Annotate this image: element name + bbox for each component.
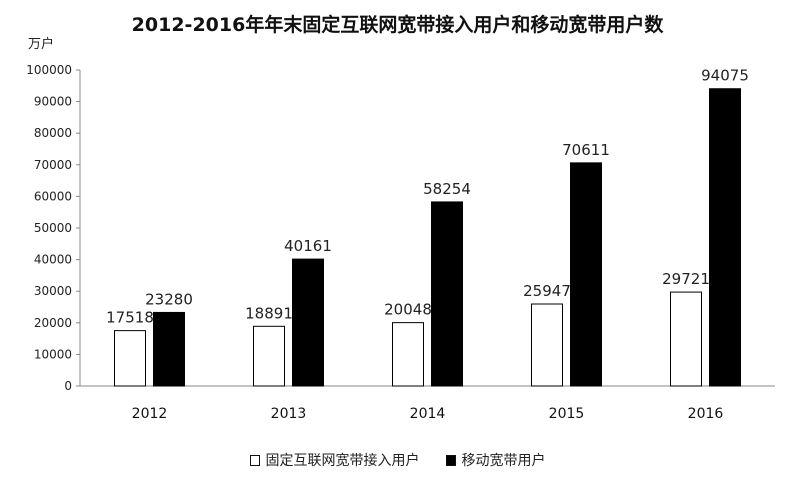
x-tick-label: 2016 (688, 406, 724, 422)
bar-fixed-broadband (392, 322, 424, 387)
y-tick-label: 60000 (34, 189, 72, 203)
data-label-mobile-broadband: 58254 (423, 180, 471, 198)
y-tick-label: 40000 (34, 253, 72, 267)
legend: 固定互联网宽带接入用户 移动宽带用户 (0, 450, 795, 470)
bar-fixed-broadband (531, 303, 563, 387)
data-label-mobile-broadband: 94075 (701, 67, 749, 85)
data-label-mobile-broadband: 23280 (145, 290, 193, 308)
y-tick-label: 100000 (26, 63, 72, 77)
y-tick-label: 0 (64, 379, 72, 393)
x-tick-label: 2015 (549, 406, 585, 422)
legend-swatch-fixed-broadband (249, 454, 260, 466)
x-tick-label: 2012 (132, 406, 168, 422)
bar-mobile-broadband (709, 88, 741, 387)
data-label-fixed-broadband: 18891 (245, 304, 293, 322)
y-tick-label: 20000 (34, 316, 72, 330)
y-tick-label: 30000 (34, 284, 72, 298)
bar-mobile-broadband (153, 311, 185, 387)
data-label-fixed-broadband: 29721 (662, 270, 710, 288)
y-tick-label: 90000 (34, 95, 72, 109)
y-tick-label: 50000 (34, 221, 72, 235)
legend-swatch-mobile-broadband (445, 454, 456, 466)
x-tick-label: 2013 (271, 406, 307, 422)
y-tick-label: 70000 (34, 158, 72, 172)
legend-item-mobile-broadband: 移动宽带用户 (445, 450, 546, 470)
bar-mobile-broadband (292, 258, 324, 387)
data-label-mobile-broadband: 40161 (284, 237, 332, 255)
chart-title: 2012-2016年年末固定互联网宽带接入用户和移动宽带用户数 (131, 14, 664, 36)
x-tick-label: 2014 (410, 406, 446, 422)
bar-fixed-broadband (253, 325, 285, 387)
data-label-fixed-broadband: 25947 (523, 282, 571, 300)
bar-fixed-broadband (670, 291, 702, 387)
legend-item-fixed-broadband: 固定互联网宽带接入用户 (249, 450, 420, 470)
bar-mobile-broadband (570, 162, 602, 387)
y-tick-label: 80000 (34, 126, 72, 140)
legend-label-mobile-broadband: 移动宽带用户 (461, 453, 546, 469)
data-label-mobile-broadband: 70611 (562, 141, 610, 159)
data-label-fixed-broadband: 17518 (106, 309, 154, 327)
y-tick-label: 10000 (34, 347, 72, 361)
y-axis-unit-label: 万户 (28, 37, 55, 52)
data-label-fixed-broadband: 20048 (384, 301, 432, 319)
bar-mobile-broadband (431, 201, 463, 387)
bar-fixed-broadband (114, 330, 146, 387)
legend-label-fixed-broadband: 固定互联网宽带接入用户 (265, 453, 420, 469)
